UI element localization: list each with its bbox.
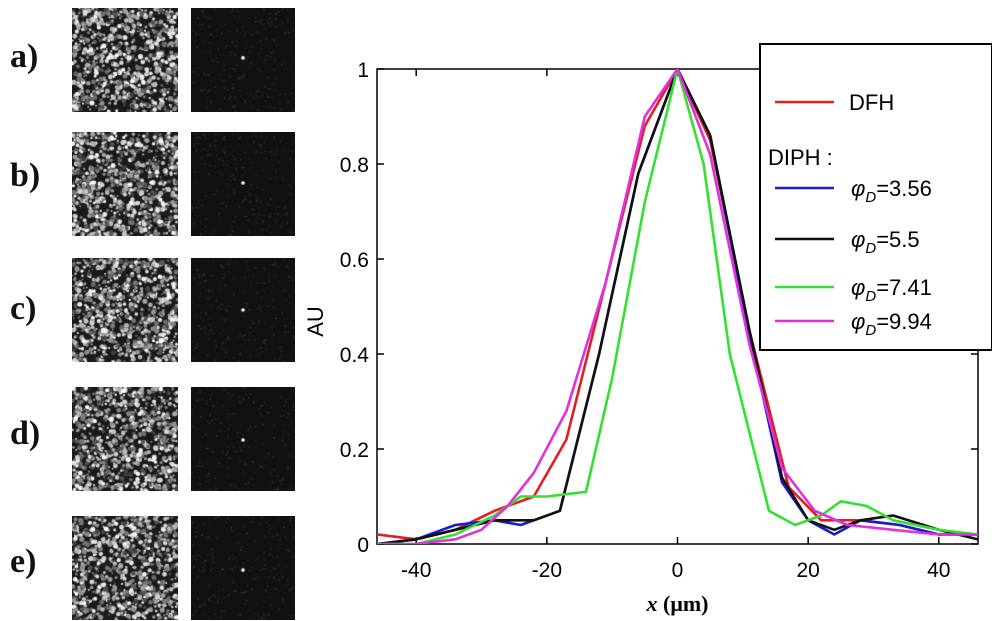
point-image-d: [191, 387, 295, 491]
x-tick-label: 0: [672, 559, 684, 582]
series-lines: [377, 69, 978, 544]
speckle-image-e: [72, 516, 178, 620]
legend-subscript: D: [865, 189, 876, 206]
y-tick-label: 0: [357, 534, 369, 557]
legend-value: =9.94: [876, 309, 932, 334]
legend-symbol: φ: [851, 176, 865, 201]
legend-label-0: DFH: [849, 90, 894, 115]
legend-box: [759, 43, 992, 351]
y-axis-label: AU: [303, 306, 328, 337]
legend-subscript: D: [865, 288, 876, 305]
x-tick-label: 20: [796, 559, 819, 582]
legend-label-4: φD=9.94: [851, 309, 932, 339]
legend-label-3: φD=7.41: [851, 275, 932, 305]
legend-subscript: D: [865, 322, 876, 339]
speckle-image-b: [72, 132, 178, 236]
legend-value: =3.56: [876, 176, 932, 201]
x-axis-unit: (μm): [658, 591, 709, 616]
legend-symbol: φ: [851, 275, 865, 300]
panel-label-c: c): [10, 290, 37, 327]
x-tick-label: -20: [532, 559, 562, 582]
x-axis-label: x (μm): [646, 591, 709, 616]
legend-symbol: φ: [851, 309, 865, 334]
speckle-image-a: [72, 8, 178, 112]
speckle-image-c: [72, 258, 178, 362]
point-image-b: [191, 132, 295, 236]
y-tick-label: 0.4: [340, 344, 370, 367]
y-tick-label: 0.6: [340, 249, 369, 272]
legend-label-2: φD=5.5: [851, 227, 920, 257]
legend-subscript: D: [865, 240, 876, 257]
x-tick-label: -40: [401, 559, 431, 582]
point-image-c: [191, 258, 295, 362]
x-axis-variable: x: [646, 591, 658, 616]
y-tick-label: 1: [357, 59, 369, 82]
y-tick-label: 0.8: [340, 154, 369, 177]
y-tick-label: 0.2: [340, 439, 369, 462]
speckle-image-d: [72, 387, 178, 491]
x-tick-label: 40: [927, 559, 950, 582]
panel-label-a: a): [10, 38, 39, 75]
legend-label-1: φD=3.56: [851, 176, 932, 206]
series-line-4: [377, 69, 978, 544]
panel-label-d: d): [10, 415, 41, 452]
series-line-2: [377, 69, 978, 544]
legend-symbol: φ: [851, 227, 865, 252]
legend-value: =5.5: [876, 227, 919, 252]
point-image-a: [191, 8, 295, 112]
panel-label-e: e): [10, 543, 37, 580]
panel-label-b: b): [10, 157, 41, 194]
point-image-e: [191, 516, 295, 620]
legend-value: =7.41: [876, 275, 932, 300]
legend-heading: DIPH :: [768, 145, 833, 170]
